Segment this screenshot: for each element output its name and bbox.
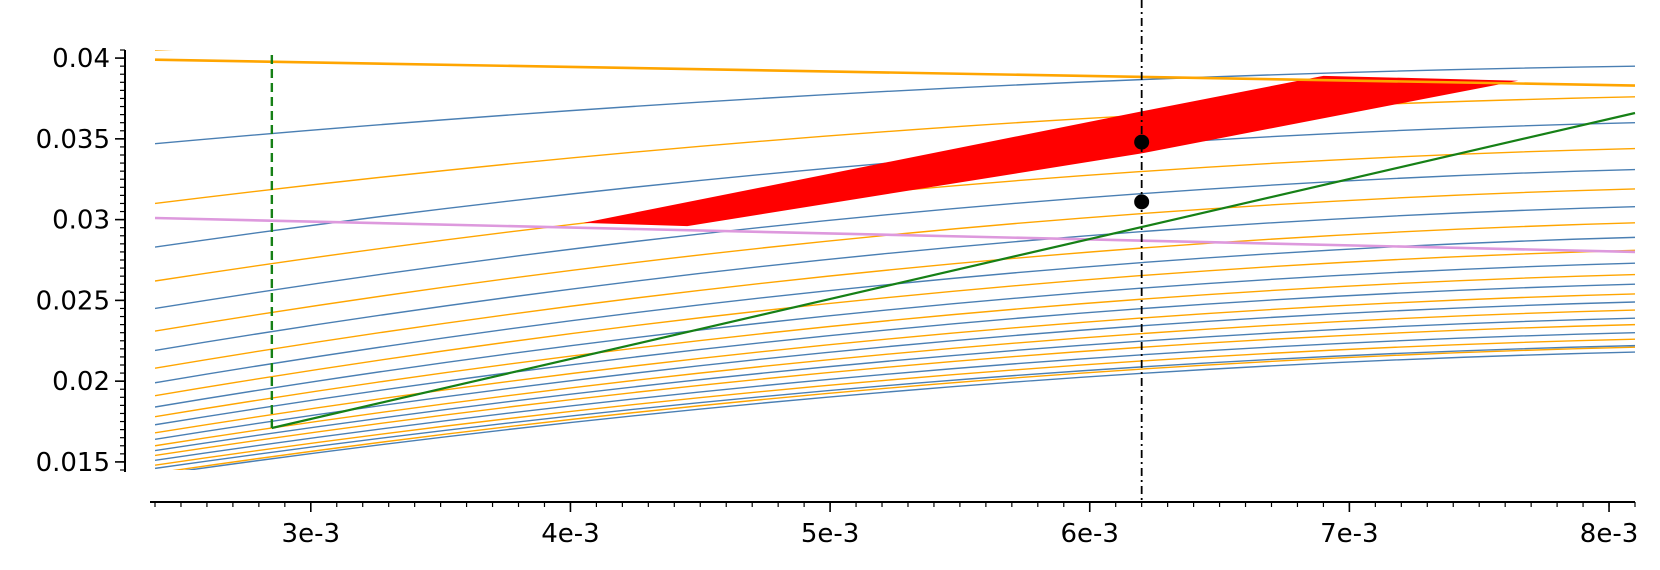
x-tick-label: 4e-3 — [541, 519, 599, 549]
highlight-points — [1134, 134, 1150, 210]
blue-curve — [155, 344, 1635, 470]
x-tick-label: 7e-3 — [1320, 519, 1378, 549]
orange-curve — [155, 309, 1635, 447]
blue-curve — [155, 301, 1635, 440]
orange-curve — [155, 273, 1635, 418]
x-tick-label: 8e-3 — [1580, 519, 1638, 549]
orange-curve — [155, 50, 174, 51]
y-tick-label: 0.03 — [52, 206, 110, 236]
solution-path-line — [271, 111, 1636, 430]
y-tick-label: 0.025 — [36, 286, 110, 316]
orange-curve — [155, 323, 1635, 457]
blue-curve — [155, 331, 1635, 462]
series-lines — [154, 0, 1636, 502]
solution-point — [1134, 134, 1150, 150]
axes — [124, 50, 1635, 503]
x-tick-label: 3e-3 — [282, 519, 340, 549]
blue-curve — [155, 317, 1635, 452]
orange-curve — [155, 249, 1635, 397]
orange-curve — [155, 222, 1635, 369]
orange-curve — [155, 338, 1635, 466]
feasible-region-shape — [583, 75, 1519, 227]
lower-limit-line — [154, 216, 1636, 254]
blue-curve — [184, 351, 1635, 470]
blue-curve — [155, 205, 1635, 352]
blue-curve — [155, 283, 1635, 426]
y-tick-label: 0.04 — [52, 44, 110, 74]
blue-curve — [155, 65, 1635, 145]
orange-curve — [155, 96, 1635, 205]
upper-limit-line — [154, 58, 1636, 87]
y-tick-label: 0.035 — [36, 125, 110, 155]
orange-curve — [172, 346, 1635, 470]
x-tick-label: 5e-3 — [801, 519, 859, 549]
orange-curve — [155, 293, 1635, 434]
y-tick-label: 0.015 — [36, 448, 110, 478]
ticks: 3e-3 4e-3 5e-3 6e-3 7e-3 8e-3 0.015 0.02 0.025 0.… — [36, 44, 1639, 549]
y-tick-label: 0.02 — [52, 367, 110, 397]
solution-point — [1134, 194, 1150, 210]
feasible-region — [583, 75, 1519, 227]
blue-curve — [155, 168, 1635, 310]
blue-curve — [155, 262, 1635, 408]
x-tick-label: 6e-3 — [1061, 519, 1119, 549]
